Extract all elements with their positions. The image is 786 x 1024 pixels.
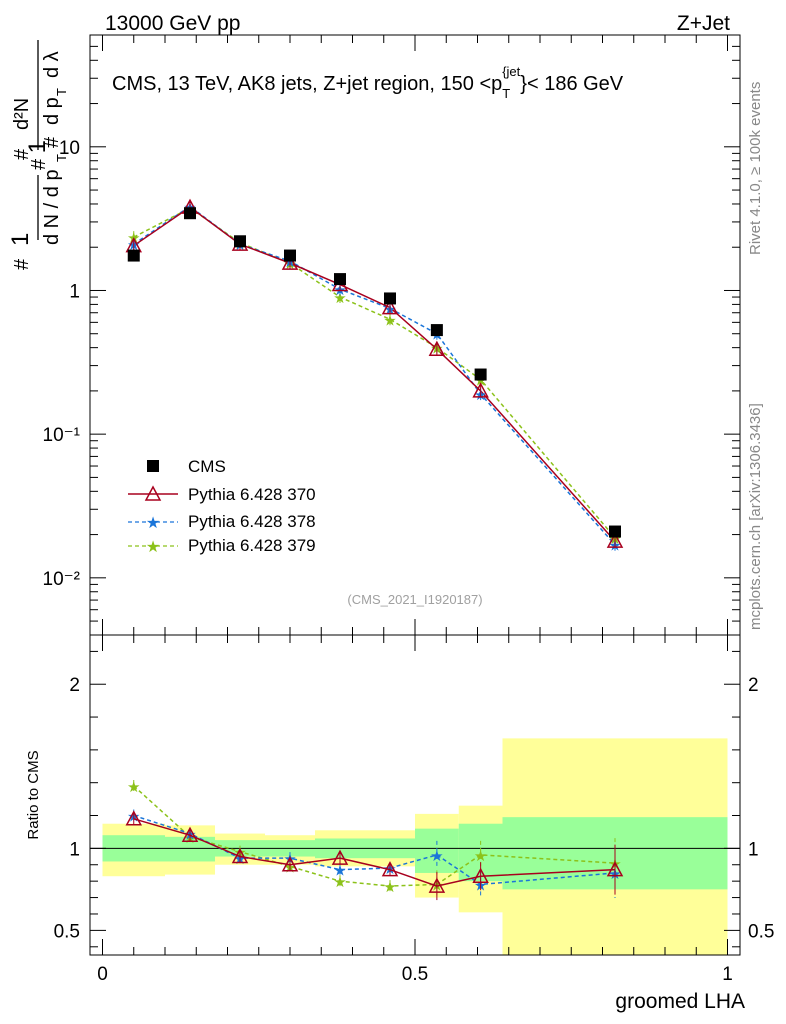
ratio-y-axis: 0.5 0.5 1 1 2 2 <box>54 650 774 948</box>
ratio-point-p379: ★ <box>333 874 346 891</box>
main-point-p370 <box>281 254 299 270</box>
main-point-cms <box>609 525 621 538</box>
ratio-y-tick-label-right: 1 <box>748 839 759 860</box>
ratio-y-tick-label: 2 <box>69 675 80 696</box>
x-axis-label: groomed LHA <box>615 990 745 1013</box>
ratio-x-axis: 0 0.5 1 <box>97 635 733 985</box>
main-point-cms <box>234 235 246 248</box>
main-y-tick-label: 1 <box>69 281 80 302</box>
legend-label-p379: Pythia 6.428 379 <box>188 536 316 555</box>
ratio-point-p379: ★ <box>127 779 140 796</box>
main-y-tick-label: 10 <box>59 138 80 159</box>
legend: CMS Pythia 6.428 370 ★ Pythia 6.428 378 … <box>128 457 316 556</box>
svg-text:#: # <box>11 258 33 270</box>
svg-text:T: T <box>54 88 69 96</box>
main-point-p370 <box>381 299 399 315</box>
main-point-cms <box>184 207 196 220</box>
main-point-cms <box>430 324 443 337</box>
main-data-marks: ★★★★★★★★★★★★★★★★★★ <box>125 198 624 555</box>
main-title: CMS, 13 TeV, AK8 jets, Z+jet region, 150… <box>112 64 624 101</box>
main-y-tick-label: 10⁻² <box>43 569 81 590</box>
ratio-y-tick-label-right: 0.5 <box>748 921 774 942</box>
main-point-p379: ★ <box>383 312 396 329</box>
main-x-ticks <box>102 35 728 635</box>
ratio-ylabel: Ratio to CMS <box>25 750 42 839</box>
svg-text:d N / d p: d N / d p <box>41 169 63 245</box>
legend-marker-p370 <box>144 485 162 501</box>
ratio-y-tick-label: 1 <box>69 839 80 860</box>
analysis-watermark: (CMS_2021_I1920187) <box>347 592 482 607</box>
legend-label-p370: Pythia 6.428 370 <box>188 485 316 504</box>
svg-text:d²N: d²N <box>11 98 33 130</box>
ratio-point-p379: ★ <box>383 879 396 896</box>
svg-text:d λ: d λ <box>41 51 63 78</box>
process-label: Z+Jet <box>677 12 730 35</box>
main-point-cms <box>284 249 296 262</box>
legend-label-p378: Pythia 6.428 378 <box>188 512 316 531</box>
svg-text:d p: d p <box>41 97 63 125</box>
main-point-p379: ★ <box>333 290 346 307</box>
main-point-cms <box>127 249 140 262</box>
legend-marker-p378: ★ <box>146 515 160 532</box>
main-point-cms <box>334 273 346 286</box>
legend-marker-cms <box>147 460 159 472</box>
main-point-cms <box>384 292 396 305</box>
ratio-point-p370 <box>381 861 399 877</box>
ratio-point-p370 <box>231 847 249 864</box>
ratio-x-tick-label: 1 <box>722 964 733 985</box>
energy-label: 13000 GeV pp <box>105 12 240 35</box>
main-ylabel-formula: # 1 d N / d p T # d²N # d p T d λ <box>7 40 69 270</box>
main-point-cms <box>474 368 487 381</box>
svg-text:T: T <box>54 154 69 162</box>
legend-label-cms: CMS <box>188 457 226 476</box>
ratio-point-p370 <box>472 867 489 883</box>
mcplots-side-label: mcplots.cern.ch [arXiv:1306.3436] <box>747 403 764 630</box>
rivet-side-label: Rivet 4.1.0, ≥ 100k events <box>747 82 764 255</box>
svg-text:#: # <box>41 136 63 148</box>
main-point-p370 <box>428 340 446 356</box>
ratio-point-p378: ★ <box>430 848 443 865</box>
ratio-point-p370 <box>125 810 143 826</box>
ratio-data-marks: ★★★★★ ★ ★★ ★★★★ ★★ ★★★★ <box>125 779 624 901</box>
main-y-tick-label: 10⁻¹ <box>43 425 81 446</box>
ratio-y-tick-label-right: 2 <box>748 675 759 696</box>
ratio-x-tick-label: 0 <box>97 964 108 985</box>
main-point-p370 <box>606 532 624 548</box>
ratio-x-tick-label: 0.5 <box>402 964 428 985</box>
ratio-y-tick-label: 0.5 <box>54 921 80 942</box>
ratio-point-p378: ★ <box>333 863 346 880</box>
svg-text:1: 1 <box>7 233 34 246</box>
ratio-point-p370 <box>606 861 624 877</box>
ratio-point-p370 <box>181 826 199 842</box>
ratio-point-p370 <box>281 856 299 872</box>
main-point-p370 <box>472 382 489 398</box>
svg-text:#: # <box>11 148 33 160</box>
ratio-point-p370 <box>331 849 349 865</box>
legend-marker-p379: ★ <box>146 539 160 556</box>
ratio-point-p379: ★ <box>474 848 487 865</box>
ratio-point-p370 <box>428 877 446 893</box>
